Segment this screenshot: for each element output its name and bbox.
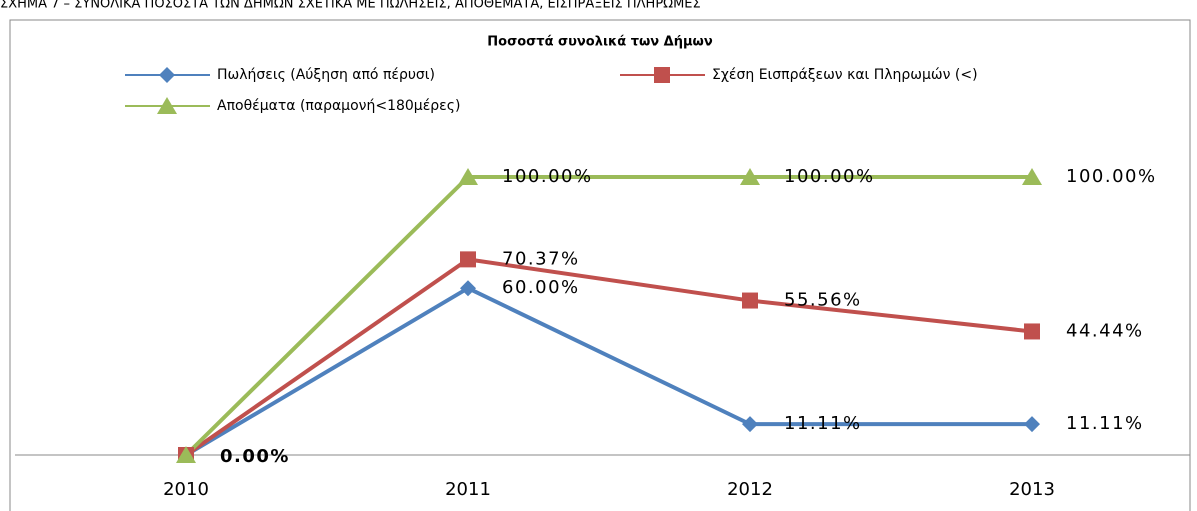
marker [460,280,476,297]
x-tick-label: 2012 [727,479,773,500]
data-label: 44.44% [1066,320,1144,341]
legend-marker [654,67,670,83]
marker [176,446,196,463]
legend-label: Σχέση Εισπράξεων και Πληρωμών (<) [712,67,978,83]
data-label: 70.37% [502,248,580,269]
x-tick-label: 2010 [163,479,209,500]
marker [460,251,476,268]
data-label: 60.00% [502,277,580,298]
series-line [184,175,1032,457]
data-label: 11.11% [1066,413,1144,434]
series-line [184,286,1032,457]
marker [1024,323,1040,340]
data-label: 0.00% [220,446,290,467]
marker [458,168,478,185]
chart-title: Ποσοστά συνολικά των Δήμων [487,35,713,50]
x-tick-label: 2013 [1009,479,1055,500]
marker [1022,168,1042,185]
data-label: 100.00% [1066,166,1157,187]
data-label: 55.56% [784,290,862,311]
caption: ΣΧΗΜΑ 7 – ΣΥΝΟΛΙΚΑ ΠΟΣΟΣΤΑ ΤΩΝ ΔΗΜΩΝ ΣΧΕ… [0,0,701,12]
chart-border [9,19,1191,511]
legend-marker [157,97,177,114]
data-label: 11.11% [784,413,862,434]
x-tick-label: 2011 [445,479,491,500]
marker [740,168,760,185]
marker [742,292,758,309]
marker [1024,416,1040,433]
legend-marker [159,67,175,83]
data-label: 100.00% [502,166,593,187]
marker [742,416,758,433]
legend-label: Πωλήσεις (Αύξηση από πέρυσι) [217,67,435,83]
data-label: 100.00% [784,166,875,187]
legend-label: Αποθέματα (παραμονή<180μέρες) [217,98,460,114]
series-line [184,257,1033,457]
